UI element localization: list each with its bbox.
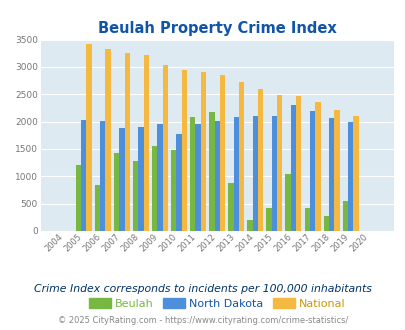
Bar bbox=[214, 121, 220, 231]
Bar bbox=[190, 117, 195, 231]
Bar bbox=[94, 184, 100, 231]
Title: Beulah Property Crime Index: Beulah Property Crime Index bbox=[98, 21, 336, 36]
Bar bbox=[195, 124, 200, 231]
Bar bbox=[209, 112, 214, 231]
Bar bbox=[200, 72, 206, 231]
Bar bbox=[276, 95, 282, 231]
Bar bbox=[105, 49, 111, 231]
Bar bbox=[309, 111, 314, 231]
Bar bbox=[176, 134, 181, 231]
Bar bbox=[233, 117, 239, 231]
Bar bbox=[124, 53, 130, 231]
Bar bbox=[143, 55, 149, 231]
Bar bbox=[151, 146, 157, 231]
Bar bbox=[239, 82, 244, 231]
Bar bbox=[258, 89, 263, 231]
Bar bbox=[314, 102, 320, 231]
Bar bbox=[323, 216, 328, 231]
Text: © 2025 CityRating.com - https://www.cityrating.com/crime-statistics/: © 2025 CityRating.com - https://www.city… bbox=[58, 316, 347, 325]
Bar bbox=[138, 127, 143, 231]
Bar bbox=[271, 115, 276, 231]
Bar bbox=[295, 96, 301, 231]
Bar bbox=[228, 183, 233, 231]
Bar bbox=[328, 118, 333, 231]
Bar bbox=[171, 149, 176, 231]
Bar bbox=[113, 153, 119, 231]
Bar bbox=[132, 161, 138, 231]
Bar bbox=[119, 128, 124, 231]
Bar bbox=[352, 116, 358, 231]
Bar bbox=[347, 122, 352, 231]
Bar bbox=[285, 174, 290, 231]
Bar bbox=[86, 44, 92, 231]
Bar bbox=[162, 65, 168, 231]
Bar bbox=[290, 105, 295, 231]
Bar bbox=[252, 115, 258, 231]
Bar bbox=[247, 220, 252, 231]
Bar bbox=[266, 208, 271, 231]
Bar bbox=[333, 110, 339, 231]
Bar bbox=[81, 120, 86, 231]
Bar bbox=[181, 70, 187, 231]
Bar bbox=[304, 208, 309, 231]
Bar bbox=[76, 165, 81, 231]
Bar bbox=[220, 75, 225, 231]
Bar bbox=[342, 201, 347, 231]
Bar bbox=[157, 124, 162, 231]
Text: Crime Index corresponds to incidents per 100,000 inhabitants: Crime Index corresponds to incidents per… bbox=[34, 284, 371, 294]
Legend: Beulah, North Dakota, National: Beulah, North Dakota, National bbox=[84, 294, 350, 313]
Bar bbox=[100, 121, 105, 231]
